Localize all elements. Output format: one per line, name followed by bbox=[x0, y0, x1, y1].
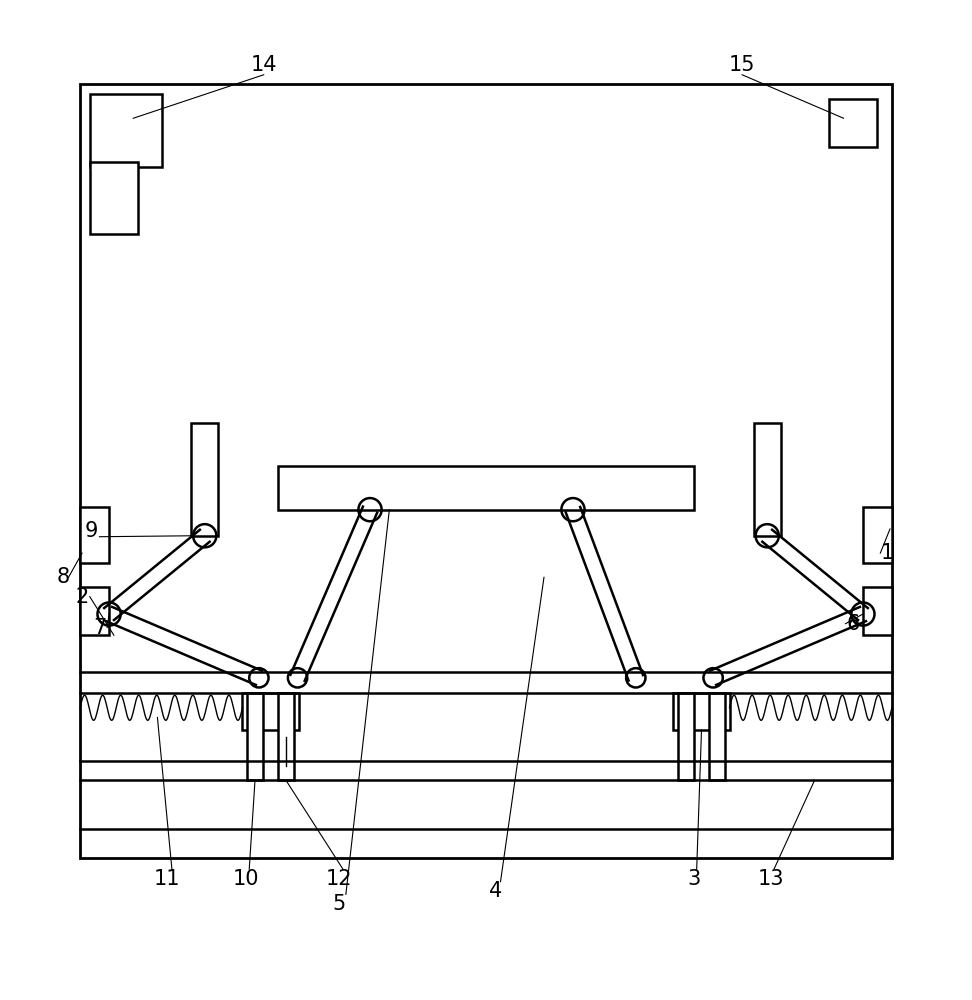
Text: 11: 11 bbox=[154, 869, 181, 889]
Bar bbox=[678, 693, 694, 780]
Bar bbox=[674, 693, 730, 730]
Text: 2: 2 bbox=[76, 587, 88, 607]
Bar bbox=[89, 94, 162, 167]
Text: 14: 14 bbox=[251, 55, 277, 75]
Text: 8: 8 bbox=[56, 567, 69, 587]
Text: 1: 1 bbox=[881, 543, 893, 563]
Bar bbox=[80, 587, 109, 635]
Bar bbox=[863, 587, 892, 635]
Text: 9: 9 bbox=[85, 521, 98, 541]
Text: 4: 4 bbox=[489, 881, 503, 901]
Text: 12: 12 bbox=[326, 869, 353, 889]
Text: 5: 5 bbox=[332, 894, 346, 914]
Bar bbox=[80, 84, 892, 858]
Bar bbox=[863, 507, 892, 563]
Text: 10: 10 bbox=[233, 869, 260, 889]
Text: 7: 7 bbox=[92, 618, 106, 638]
Bar bbox=[710, 693, 725, 780]
Bar bbox=[247, 693, 262, 780]
Text: 15: 15 bbox=[729, 55, 755, 75]
Bar bbox=[89, 162, 138, 234]
Bar bbox=[829, 99, 878, 147]
Bar bbox=[80, 507, 109, 563]
Bar bbox=[278, 693, 294, 780]
Bar bbox=[753, 423, 781, 536]
Bar bbox=[278, 466, 694, 510]
Text: 13: 13 bbox=[758, 869, 784, 889]
Text: 3: 3 bbox=[687, 869, 701, 889]
Bar bbox=[242, 693, 298, 730]
Bar bbox=[191, 423, 219, 536]
Text: 6: 6 bbox=[847, 614, 860, 634]
